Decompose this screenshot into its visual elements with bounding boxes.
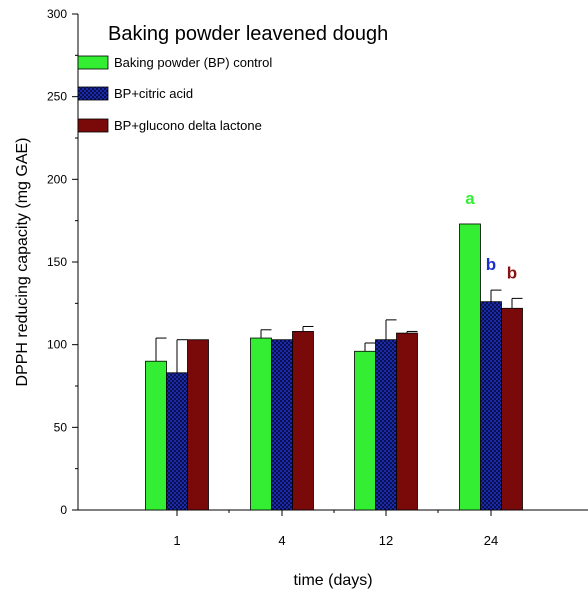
bar-1-2 [375,339,397,511]
y-tick-label: 300 [47,7,67,21]
x-tick-label: 4 [278,533,285,548]
legend-swatch-citric-acid [77,86,109,101]
y-axis-label: DPPH reducing capacity (mg GAE) [14,138,31,387]
x-tick-label: 12 [379,533,393,548]
y-tick-label: 0 [60,503,67,517]
significance-letters: a b b [465,189,517,282]
bar-2-3 [501,307,523,511]
bar-2-0 [187,339,209,511]
y-tick-label: 200 [47,172,67,186]
significance-letter: b [486,255,496,274]
bar-0-0 [145,360,167,511]
error-bars-group [155,289,523,373]
x-tick-label: 1 [173,533,180,548]
bar-2-1 [292,331,314,511]
legend-swatch-bp-control [77,55,109,70]
bar-0-2 [354,350,376,511]
y-tick-label: 100 [47,338,67,352]
bar-1-1 [271,339,293,511]
bars-group [145,223,523,511]
bar-0-3 [459,223,481,511]
bar-2-2 [396,332,418,511]
y-tick-label: 50 [54,420,68,434]
legend-label-citric-acid: BP+citric acid [114,86,193,101]
legend-label-gdl: BP+glucono delta lactone [114,118,262,133]
y-tick-label: 250 [47,90,67,104]
bar-1-0 [166,372,188,511]
x-axis-ticks: 1 4 12 24 [173,510,498,548]
significance-letter: b [507,263,517,282]
y-axis-ticks: 0 50 100 150 200 250 300 [47,7,78,517]
significance-letter: a [465,189,475,208]
x-tick-label: 24 [484,533,498,548]
y-tick-label: 150 [47,255,67,269]
bar-0-1 [250,337,272,511]
x-axis-label: time (days) [293,572,372,589]
chart-title: Baking powder leavened dough [108,23,388,45]
legend-label-bp-control: Baking powder (BP) control [114,55,272,70]
legend: Baking powder (BP) control BP+citric aci… [77,55,272,133]
bar-1-3 [480,301,502,511]
legend-swatch-gdl [77,118,109,133]
